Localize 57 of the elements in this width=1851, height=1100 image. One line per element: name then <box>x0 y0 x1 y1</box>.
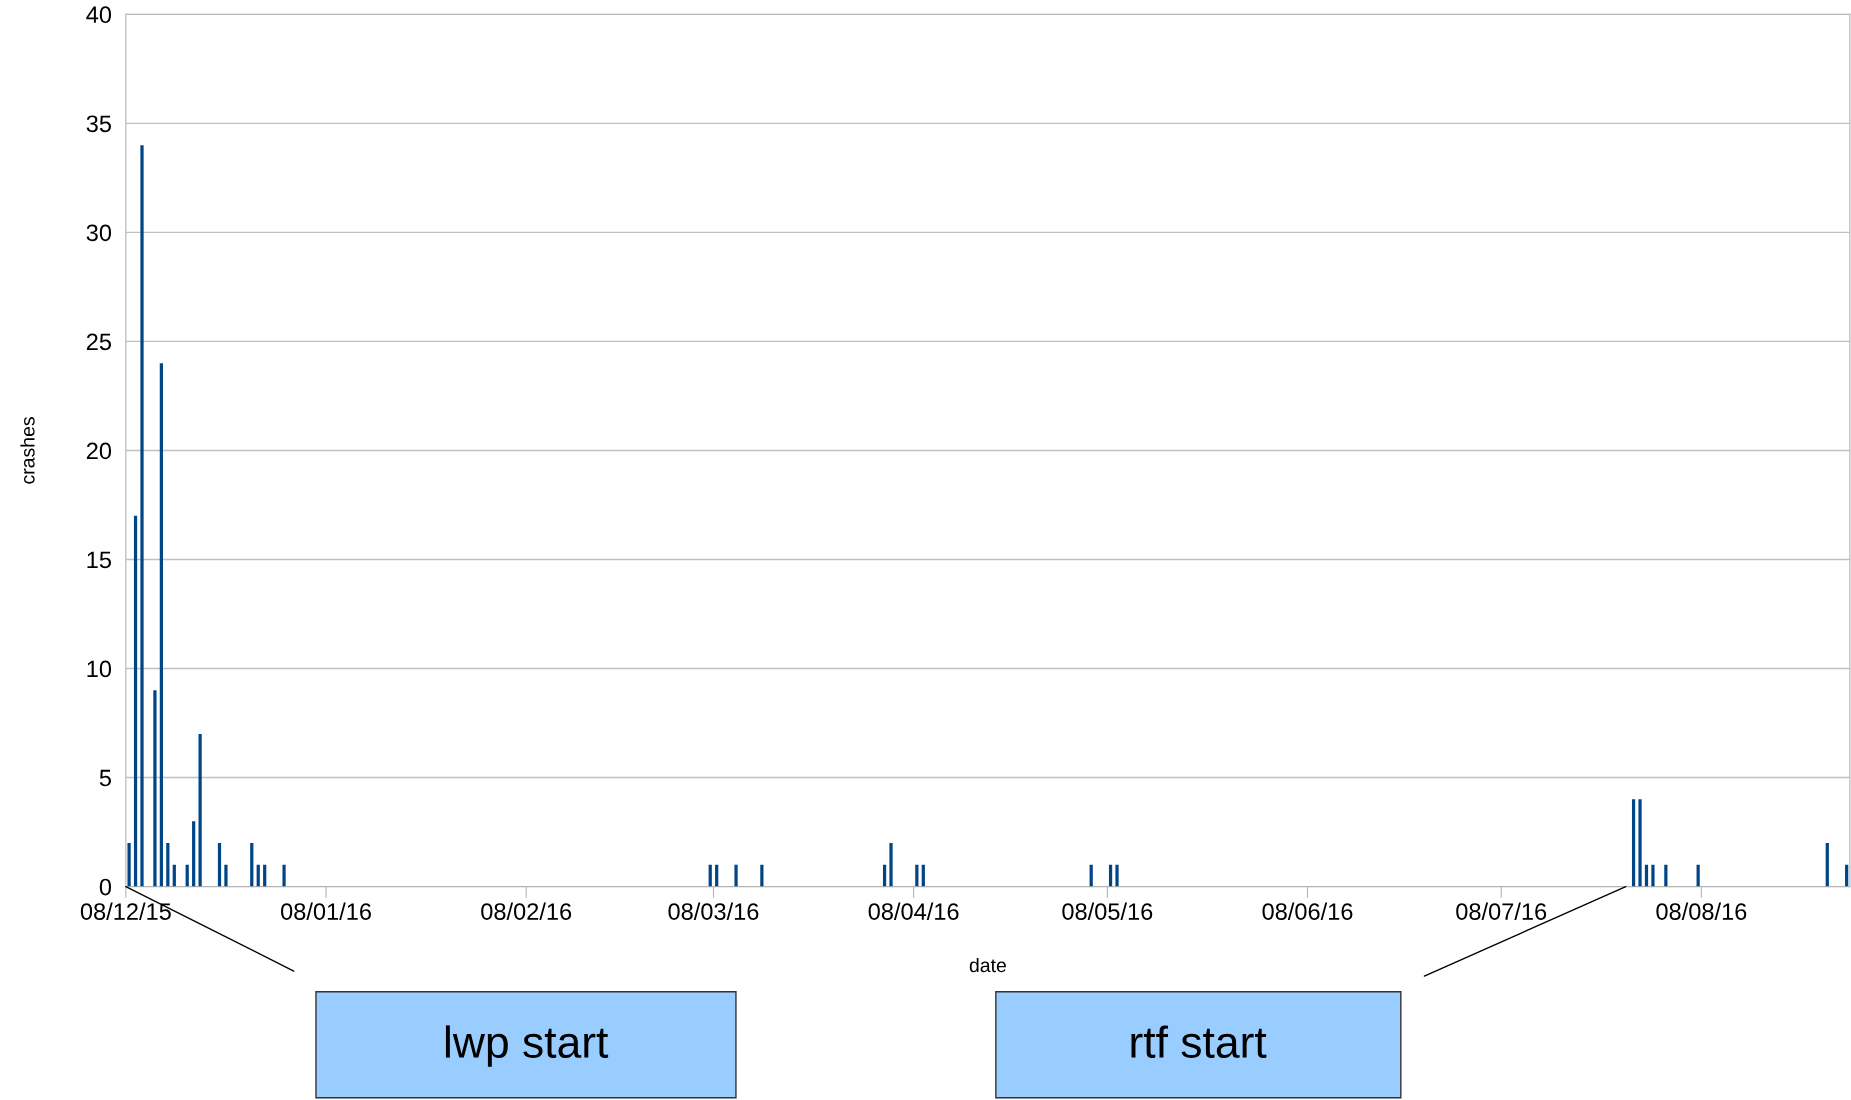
bar <box>256 864 260 887</box>
bar <box>153 690 157 887</box>
bar <box>734 864 738 887</box>
bar <box>1108 864 1113 887</box>
bar <box>882 864 887 887</box>
bar <box>198 733 202 887</box>
y-axis-title: crashes <box>20 417 35 484</box>
text: rtf start <box>1131 1025 1267 1059</box>
bar <box>263 864 267 887</box>
y-tick-label: 40 <box>86 6 112 24</box>
y-tick-label: 30 <box>86 224 112 242</box>
bar <box>715 864 719 887</box>
y-tick-label: 10 <box>87 660 112 678</box>
x-tick-label: 08/02/16 <box>481 902 572 920</box>
bar <box>282 864 286 887</box>
bar <box>1696 864 1700 887</box>
x-tick-label: 08/05/16 <box>1062 902 1153 920</box>
bar <box>760 864 764 887</box>
y-tick-label: 0 <box>99 878 112 896</box>
y-tick-label: 25 <box>86 333 111 351</box>
x-tick-label: 08/07/16 <box>1456 902 1547 920</box>
bar <box>133 515 138 887</box>
x-axis-title: date <box>969 957 1006 973</box>
bar <box>224 864 228 887</box>
bar <box>185 864 189 887</box>
bar <box>1115 864 1119 887</box>
bar <box>192 821 196 887</box>
y-tick-label: 15 <box>87 551 111 569</box>
bar <box>166 842 170 887</box>
bar <box>127 842 131 887</box>
bar <box>708 864 712 887</box>
x-tick-label: 08/12/15 <box>80 902 171 920</box>
x-tick-label: 08/04/16 <box>868 902 959 920</box>
x-tick-label: 08/08/16 <box>1656 902 1747 920</box>
x-tick-label: 08/03/16 <box>668 902 759 920</box>
bar <box>159 363 163 887</box>
text: lwp start <box>445 1025 609 1067</box>
bar <box>140 145 144 887</box>
x-tick-label: 08/06/16 <box>1262 902 1353 920</box>
bar <box>172 864 176 887</box>
y-tick-label: 35 <box>86 115 111 133</box>
y-tick-label: 20 <box>86 442 112 460</box>
bar <box>921 864 925 887</box>
bar <box>1644 864 1649 887</box>
bar <box>217 842 222 887</box>
x-tick-label: 08/01/16 <box>281 902 371 920</box>
bar <box>1651 864 1655 887</box>
bar <box>915 864 919 887</box>
bar <box>1664 864 1668 887</box>
y-tick-label: 5 <box>99 769 111 787</box>
bar <box>1089 864 1093 887</box>
bar <box>1825 842 1829 887</box>
bar <box>889 842 893 887</box>
bar <box>1631 799 1636 887</box>
bar <box>250 842 254 887</box>
bar <box>1845 864 1849 887</box>
bar <box>1638 799 1642 887</box>
